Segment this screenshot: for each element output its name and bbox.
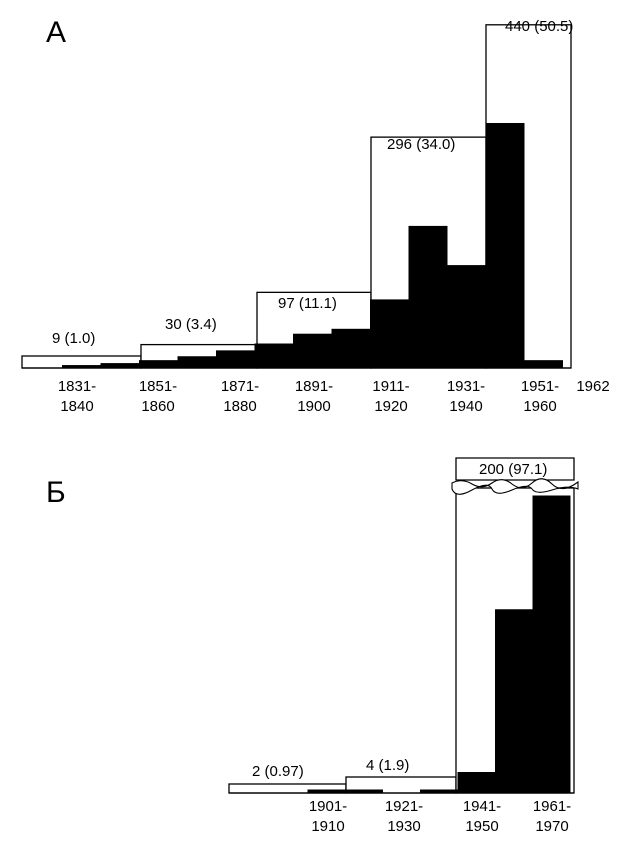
panel-b-tick-label: 1910 <box>311 818 344 835</box>
panel-a-tick-label: 1962 <box>576 378 609 395</box>
panel-a-decade-bar <box>62 365 101 368</box>
panel-b-decade-bar <box>457 772 496 793</box>
panel-a-tick-label: 1880 <box>223 398 256 415</box>
panel-b-period-label: 4 (1.9) <box>366 757 409 774</box>
panel-a-decade-bar <box>100 363 140 368</box>
panel-b-tick-label: 1901- <box>309 798 347 815</box>
panel-a-decade-bar <box>293 333 332 368</box>
panel-a-tick-label: 1951- <box>521 378 559 395</box>
panel-a-period-label: 9 (1.0) <box>52 330 95 347</box>
panel-a-period-label: 30 (3.4) <box>165 316 217 333</box>
panel-a: А 9 (1.0) 30 (3.4) 97 (11.1) 296 (34.0) 440 … <box>21 16 610 415</box>
panel-b-break-header <box>455 457 575 481</box>
panel-a-decade-bar <box>370 299 409 368</box>
panel-a-decade-bar <box>408 225 448 368</box>
panel-a-decade-bar <box>524 360 563 368</box>
panel-a-tick-label: 1831- <box>58 378 96 395</box>
panel-a-tick-label: 1900 <box>297 398 330 415</box>
panel-a-tick-label: 1940 <box>449 398 482 415</box>
panel-a-tick-label: 1840 <box>60 398 93 415</box>
panel-a-tick-label: 1911- <box>372 378 409 395</box>
panel-b-period-label: 200 (97.1) <box>479 461 547 478</box>
panel-a-decade-bar <box>485 123 525 368</box>
panel-a-decade-bar <box>177 356 217 368</box>
panel-b: Б 2 (0.97) 4 (1.9) 200 (97.1) 1901- 1910 192… <box>46 457 579 835</box>
panel-b-decade-bar <box>420 789 458 793</box>
panel-b-tick-label: 1941- <box>463 798 501 815</box>
panel-b-tick-label: 1950 <box>465 818 498 835</box>
panel-b-tick-label: 1930 <box>387 818 420 835</box>
panel-b-decade-bar <box>495 609 533 793</box>
panel-a-tick-label: 1851- <box>139 378 177 395</box>
panel-b-tick-label: 1921- <box>385 798 423 815</box>
panel-a-period-label: 440 (50.5) <box>505 18 573 35</box>
panel-b-decade-bar <box>345 789 383 793</box>
panel-a-letter: А <box>46 16 66 49</box>
panel-a-period-label: 296 (34.0) <box>387 136 455 153</box>
panel-b-period-label: 2 (0.97) <box>252 763 304 780</box>
panel-a-tick-label: 1931- <box>447 378 485 395</box>
panel-a-decade-bar <box>331 328 371 368</box>
panel-b-break-mark <box>451 478 579 495</box>
panel-a-decade-bar <box>139 360 178 368</box>
panel-a-tick-label: 1871- <box>221 378 259 395</box>
panel-a-decade-bar <box>254 343 294 368</box>
panel-a-decade-bar <box>216 350 255 368</box>
panel-a-tick-label: 1891- <box>295 378 333 395</box>
panel-b-tick-label: 1970 <box>535 818 568 835</box>
panel-a-tick-label: 1920 <box>374 398 407 415</box>
panel-a-tick-label: 1860 <box>141 398 174 415</box>
panel-a-period-label: 97 (11.1) <box>278 295 337 312</box>
panel-b-decade-bar <box>532 495 571 793</box>
panel-a-decade-bar <box>447 265 486 368</box>
panel-b-letter: Б <box>46 476 66 509</box>
panel-a-tick-label: 1960 <box>523 398 556 415</box>
panel-b-decade-bar <box>307 789 346 793</box>
panel-b-tick-label: 1961- <box>533 798 571 815</box>
